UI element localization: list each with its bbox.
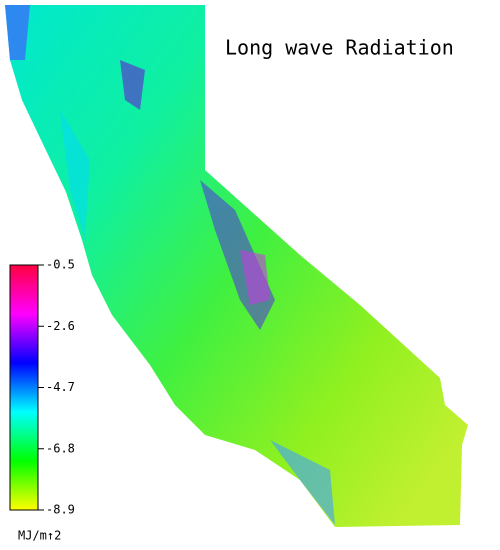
map-title: Long wave Radiation: [225, 36, 454, 60]
colorbar-tick-label: -8.9: [46, 503, 75, 517]
california-map: [5, 5, 468, 527]
colorbar-tick-label: -4.7: [46, 380, 75, 394]
colorbar: [9, 264, 39, 511]
colorbar-tick-label: -6.8: [46, 441, 75, 455]
colorbar-tick-label: -0.5: [46, 258, 75, 272]
colorbar-tick-label: -2.6: [46, 319, 75, 333]
colorbar-unit: MJ/m↑2: [18, 529, 61, 543]
